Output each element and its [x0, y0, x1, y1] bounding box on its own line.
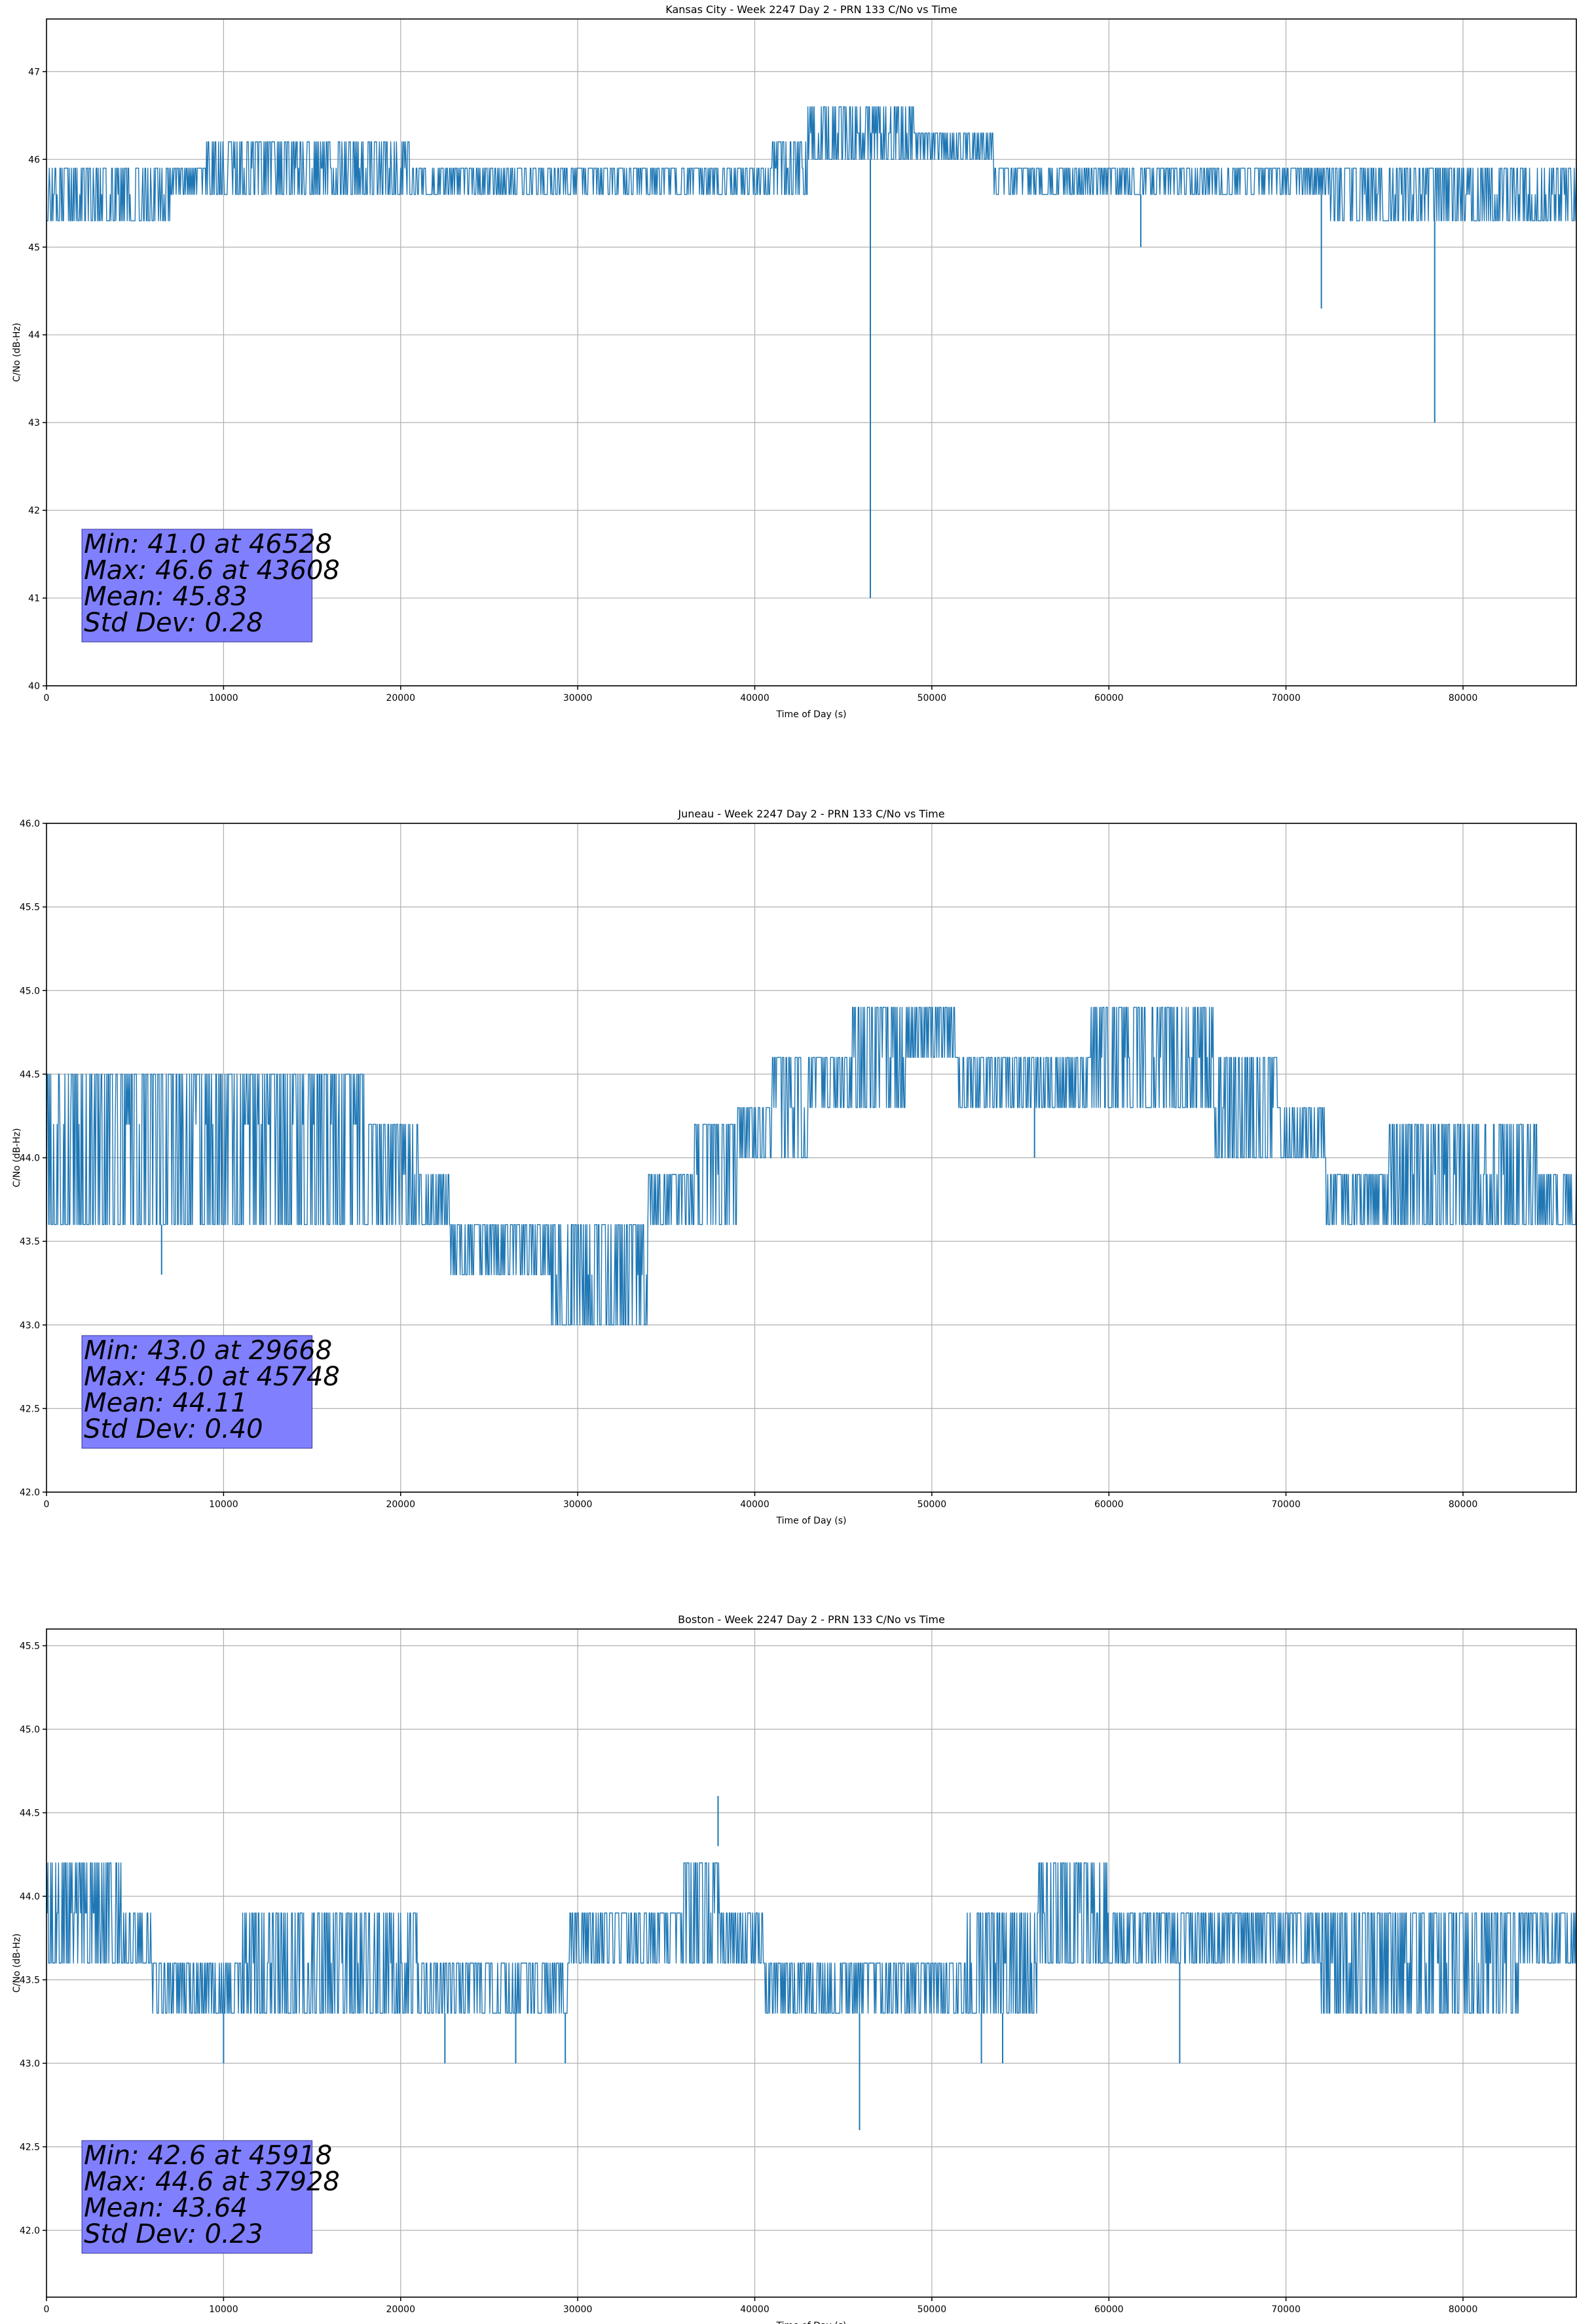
x-axis-label: Time of Day (s)	[776, 2321, 847, 2324]
x-tick-label: 20000	[386, 1499, 415, 1510]
y-tick-label: 40	[28, 681, 40, 692]
chart-3: 0 10000 20000 30000 40000 50000 60000 70000 8000…	[12, 1613, 1577, 2324]
x-tick-label: 70000	[1271, 693, 1301, 703]
stats-line: Min: 42.6 at 45918	[84, 2141, 332, 2171]
chart-title: Juneau - Week 2247 Day 2 - PRN 133 C/No …	[677, 808, 944, 820]
y-tick-label: 44.0	[20, 1153, 40, 1164]
stats-line: Mean: 45.83	[84, 582, 248, 612]
x-tick-label: 80000	[1449, 2304, 1478, 2315]
chart-title: Boston - Week 2247 Day 2 - PRN 133 C/No …	[678, 1613, 945, 1626]
y-tick-label: 45.5	[20, 903, 40, 913]
y-tick-label: 46	[28, 155, 40, 165]
x-tick-label: 10000	[209, 2304, 238, 2315]
x-tick-label: 50000	[918, 2304, 947, 2315]
y-axis-label: C/No (dB-Hz)	[12, 1128, 22, 1187]
y-tick-label: 44.0	[20, 1892, 40, 1902]
y-tick-label: 45.0	[20, 986, 40, 996]
stats-line: Max: 46.6 at 43608	[84, 555, 340, 586]
plot-frame	[46, 18, 1577, 686]
y-tick-label: 44.5	[20, 1809, 40, 1819]
y-tick-label: 42.0	[20, 1488, 40, 1498]
stats-line: Std Dev: 0.23	[84, 2219, 263, 2249]
x-tick-label: 0	[44, 2304, 50, 2315]
x-tick-label: 50000	[918, 1499, 947, 1510]
y-tick-label: 43.5	[20, 1237, 40, 1247]
y-tick-label: 42.0	[20, 2226, 40, 2236]
x-tick-label: 10000	[209, 1499, 238, 1510]
x-axis-label: Time of Day (s)	[776, 1516, 847, 1526]
y-tick-label: 45.0	[20, 1725, 40, 1735]
y-tick-label: 42	[28, 506, 40, 516]
y-tick-label: 43.0	[20, 2059, 40, 2069]
stats-line: Mean: 44.11	[84, 1388, 248, 1418]
stats-line: Min: 41.0 at 46528	[84, 529, 332, 559]
y-tick-label: 43.5	[20, 1976, 40, 1986]
x-tick-label: 60000	[1094, 1499, 1124, 1510]
x-tick-label: 80000	[1449, 1499, 1478, 1510]
x-tick-label: 70000	[1271, 1499, 1301, 1510]
y-tick-label: 42.5	[20, 1404, 40, 1414]
stats-line: Min: 43.0 at 29668	[84, 1336, 332, 1366]
x-tick-label: 0	[44, 693, 50, 703]
chart-2: 0 10000 20000 30000 40000 50000 60000 70000 8000…	[12, 808, 1577, 1526]
y-tick-label: 41	[28, 593, 40, 604]
x-tick-label: 30000	[563, 2304, 593, 2315]
x-tick-label: 60000	[1094, 2304, 1124, 2315]
stats-box	[81, 529, 313, 643]
x-tick-label: 30000	[563, 693, 593, 703]
y-tick-label: 45	[28, 242, 40, 253]
x-tick-label: 30000	[563, 1499, 593, 1510]
y-tick-label: 44	[28, 330, 40, 341]
y-axis-label: C/No (dB-Hz)	[12, 323, 22, 382]
series-line	[46, 1007, 1577, 1326]
chart-1: 0 10000 20000 30000 40000 50000 60000 70000 8000…	[12, 3, 1577, 720]
x-tick-label: 0	[44, 1499, 50, 1510]
x-tick-label: 10000	[209, 693, 238, 703]
x-tick-label: 80000	[1449, 693, 1478, 703]
y-axis-label: C/No (dB-Hz)	[12, 1934, 22, 1993]
x-tick-label: 20000	[386, 693, 415, 703]
x-axis-label: Time of Day (s)	[776, 709, 847, 720]
stats-box	[81, 2140, 313, 2254]
chart-title: Kansas City - Week 2247 Day 2 - PRN 133 …	[665, 3, 957, 16]
series-line	[46, 1862, 1577, 2014]
x-tick-label: 40000	[740, 2304, 770, 2315]
stats-line: Max: 44.6 at 37928	[84, 2167, 340, 2197]
x-tick-label: 40000	[740, 1499, 770, 1510]
plot-frame	[46, 1628, 1577, 2298]
stats-box	[81, 1335, 313, 1449]
x-tick-label: 20000	[386, 2304, 415, 2315]
x-tick-label: 60000	[1094, 693, 1124, 703]
y-tick-label: 43	[28, 418, 40, 428]
y-tick-label: 43.0	[20, 1321, 40, 1331]
stats-line: Max: 45.0 at 45748	[84, 1362, 340, 1392]
y-tick-label: 42.5	[20, 2143, 40, 2153]
x-tick-label: 50000	[918, 693, 947, 703]
stats-line: Mean: 43.64	[84, 2193, 248, 2223]
x-tick-label: 70000	[1271, 2304, 1301, 2315]
y-tick-label: 45.5	[20, 1641, 40, 1652]
x-tick-label: 40000	[740, 693, 770, 703]
stats-line: Std Dev: 0.28	[84, 608, 263, 638]
y-tick-label: 46.0	[20, 819, 40, 829]
y-tick-label: 47	[28, 67, 40, 77]
y-tick-label: 44.5	[20, 1070, 40, 1080]
stats-line: Std Dev: 0.40	[84, 1414, 263, 1444]
